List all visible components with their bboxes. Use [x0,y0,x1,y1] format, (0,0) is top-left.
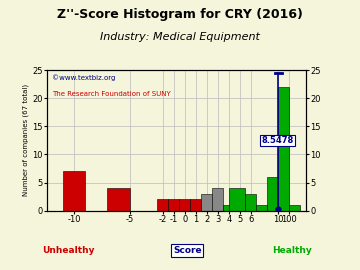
Bar [201,194,212,211]
Bar [267,177,278,211]
Bar [278,87,289,211]
Bar [168,199,179,211]
Text: Healthy: Healthy [272,246,311,255]
Bar [223,205,234,211]
Text: Z''-Score Histogram for CRY (2016): Z''-Score Histogram for CRY (2016) [57,8,303,21]
Bar [289,205,301,211]
Bar [63,171,85,211]
Y-axis label: Number of companies (67 total): Number of companies (67 total) [23,84,30,197]
Text: Unhealthy: Unhealthy [42,246,95,255]
Bar [212,188,223,211]
Text: The Research Foundation of SUNY: The Research Foundation of SUNY [52,91,171,97]
Bar [190,199,201,211]
Bar [179,199,190,211]
Bar [157,199,168,211]
Text: Score: Score [173,246,202,255]
Bar [256,205,267,211]
Text: ©www.textbiz.org: ©www.textbiz.org [52,75,115,81]
Text: Industry: Medical Equipment: Industry: Medical Equipment [100,32,260,42]
Bar [108,188,130,211]
Text: 8.5478: 8.5478 [262,136,294,145]
Bar [245,194,256,211]
Bar [229,188,245,211]
